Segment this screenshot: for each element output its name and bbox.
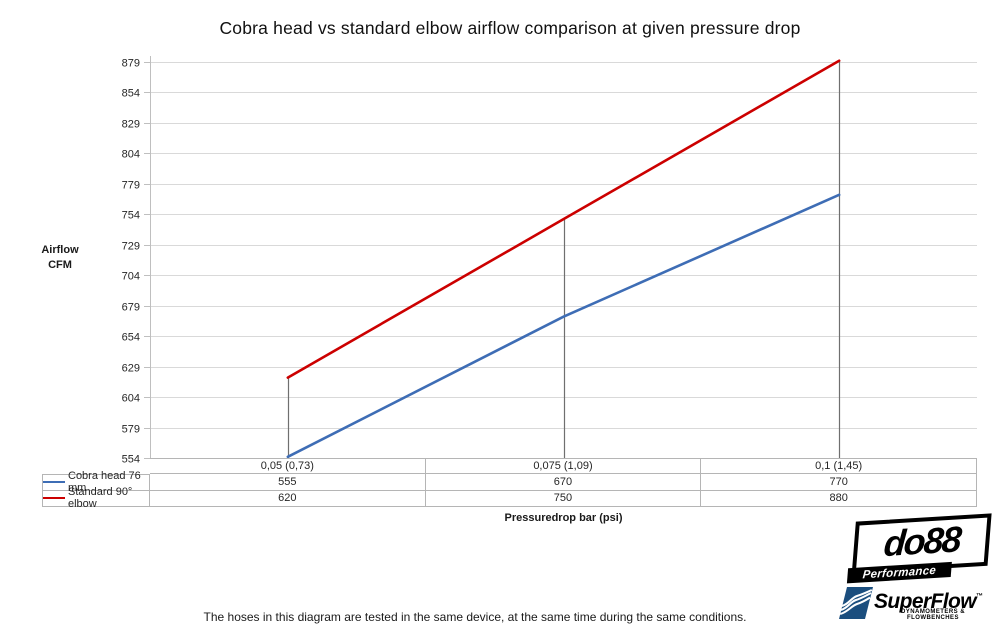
table-value-cell: 620 xyxy=(150,490,426,507)
superflow-tagline: DYNAMOMETERS & FLOWBENCHES xyxy=(901,609,965,621)
superflow-logo-text: SuperFlow™ xyxy=(874,590,983,613)
superflow-logo: SuperFlow™ DYNAMOMETERS & FLOWBENCHES xyxy=(838,584,990,626)
do88-logo: do88 Performance xyxy=(844,513,992,585)
y-tick-label: 629 xyxy=(122,363,140,375)
table-value-cell: 670 xyxy=(425,474,702,491)
table-value-cell: 750 xyxy=(425,490,702,507)
legend-line-swatch xyxy=(43,497,65,500)
x-category-label: 0,05 (0,73) xyxy=(150,458,426,474)
do88-logo-text: do88 xyxy=(882,518,962,565)
trademark-symbol: ™ xyxy=(975,593,983,600)
legend-series-name: Cobra head 76 mm xyxy=(68,470,141,495)
y-tick-label: 754 xyxy=(122,210,140,222)
table-value-cell: 555 xyxy=(150,474,426,491)
footnote-caption: The hoses in this diagram are tested in … xyxy=(203,610,747,624)
y-tick-label: 829 xyxy=(122,119,140,131)
y-tick-label: 779 xyxy=(122,180,140,192)
table-value-cell: 880 xyxy=(701,490,977,507)
y-tick-label: 654 xyxy=(122,332,140,344)
x-category-label: 0,075 (1,09) xyxy=(425,458,702,474)
y-tick-label: 704 xyxy=(122,271,140,283)
y-tick-label: 804 xyxy=(122,149,140,161)
chart-title: Cobra head vs standard elbow airflow com… xyxy=(219,18,801,38)
legend-cell: Cobra head 76 mm xyxy=(42,470,150,494)
legend-cell: Standard 90° elbow xyxy=(42,486,150,510)
series-line-standard-90-elbow xyxy=(286,59,841,379)
do88-performance-label: Performance xyxy=(862,564,937,581)
x-category-label: 0,1 (1,45) xyxy=(701,458,977,474)
legend-line-swatch xyxy=(43,481,65,484)
y-tick-label: 604 xyxy=(122,393,140,405)
y-tick-label: 679 xyxy=(122,302,140,314)
table-value-cell: 770 xyxy=(701,474,977,491)
superflow-wave-icon xyxy=(839,587,873,619)
y-tick-label: 729 xyxy=(122,241,140,253)
x-axis-title: Pressuredrop bar (psi) xyxy=(504,512,623,524)
y-tick-label: 879 xyxy=(122,58,140,70)
y-tick-label: 554 xyxy=(122,454,140,466)
series-line-cobra-head-76-mm xyxy=(286,193,841,459)
y-tick-label: 579 xyxy=(122,424,140,436)
legend-series-name: Standard 90° elbow xyxy=(68,486,133,511)
y-axis-title: Airflow CFM xyxy=(41,244,79,271)
y-tick-label: 854 xyxy=(122,88,140,100)
